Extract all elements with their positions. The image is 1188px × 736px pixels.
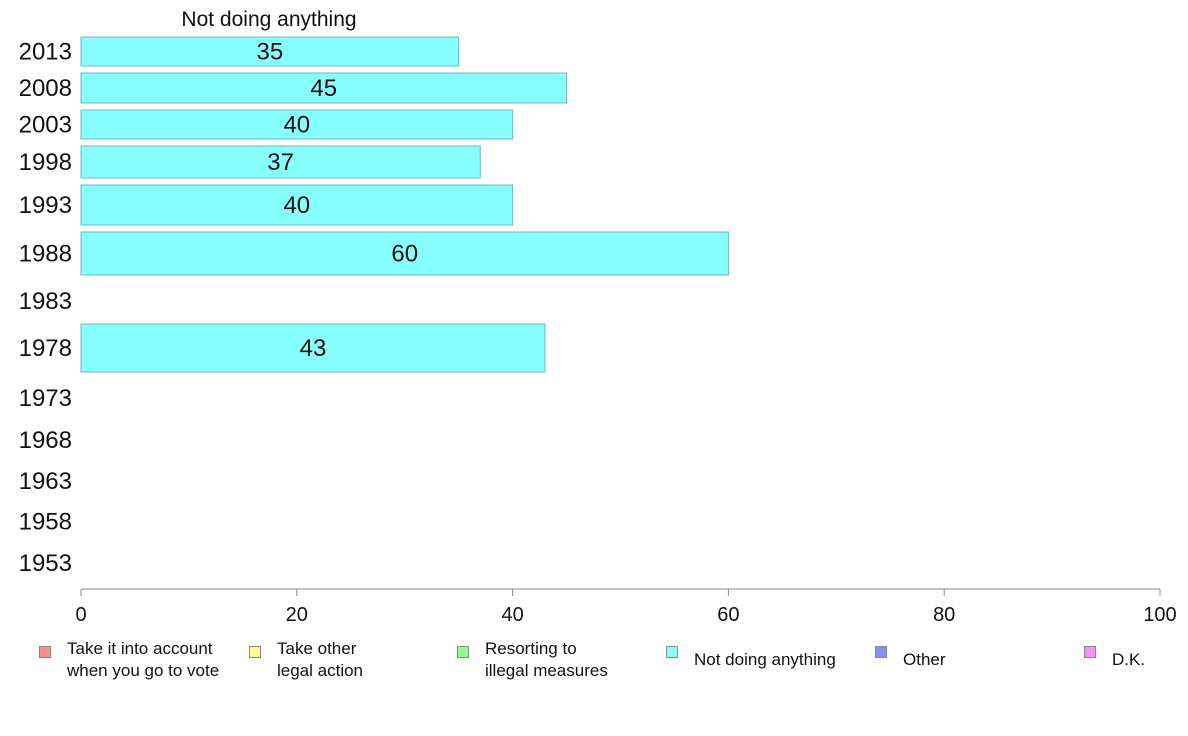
legend-item: Other	[875, 638, 946, 671]
bar	[80, 323, 546, 373]
bar	[80, 36, 460, 67]
data-label: 45	[310, 75, 337, 102]
category-label: 1978	[19, 335, 72, 362]
category-label: 1988	[19, 241, 72, 268]
x-tick-label: 0	[75, 604, 86, 626]
legend-swatch	[875, 646, 887, 658]
chart-title: Not doing anything	[181, 8, 356, 31]
bar	[80, 72, 568, 104]
category-label: 1998	[19, 149, 72, 176]
legend-item: D.K.	[1084, 638, 1145, 671]
legend-swatch	[39, 646, 51, 658]
category-label: 1953	[19, 550, 72, 577]
data-label: 60	[391, 241, 418, 268]
bar	[80, 109, 514, 140]
category-label: 1958	[19, 509, 72, 536]
x-tick-label: 20	[286, 604, 308, 626]
legend-swatch	[666, 646, 678, 658]
data-label: 40	[283, 192, 310, 219]
category-label: 1993	[19, 192, 72, 219]
legend-item: Not doing anything	[666, 638, 836, 671]
data-label: 43	[300, 335, 327, 362]
data-label: 35	[256, 39, 283, 66]
legend-label: Take other legal action	[277, 639, 364, 680]
category-label: 1963	[19, 468, 72, 495]
data-label: 40	[283, 112, 310, 139]
legend-label: Take it into account when you go to vote	[67, 639, 220, 680]
bar	[80, 231, 729, 276]
legend-label: Resorting to illegal measures	[485, 639, 608, 680]
category-label: 1983	[19, 288, 72, 315]
legend-label: Other	[903, 650, 946, 669]
category-label: 1968	[19, 427, 72, 454]
bar	[80, 145, 481, 179]
legend-item: Take other legal action	[249, 638, 363, 682]
category-label: 2003	[19, 112, 72, 139]
data-label: 37	[267, 149, 294, 176]
x-tick-label: 60	[717, 604, 739, 626]
x-tick-label: 40	[501, 604, 523, 626]
legend-swatch	[1084, 646, 1096, 658]
category-label: 2008	[19, 75, 72, 102]
legend-item: Take it into account when you go to vote	[39, 638, 219, 682]
legend-item: Resorting to illegal measures	[457, 638, 608, 682]
bar	[80, 184, 514, 226]
legend: Take it into account when you go to vote…	[0, 638, 1188, 698]
x-tick-label: 80	[933, 604, 955, 626]
category-label: 2013	[19, 39, 72, 66]
legend-swatch	[457, 646, 469, 658]
legend-swatch	[249, 646, 261, 658]
category-label: 1973	[19, 385, 72, 412]
legend-label: Not doing anything	[694, 650, 836, 669]
legend-label: D.K.	[1112, 650, 1146, 669]
x-tick-label: 100	[1143, 604, 1176, 626]
